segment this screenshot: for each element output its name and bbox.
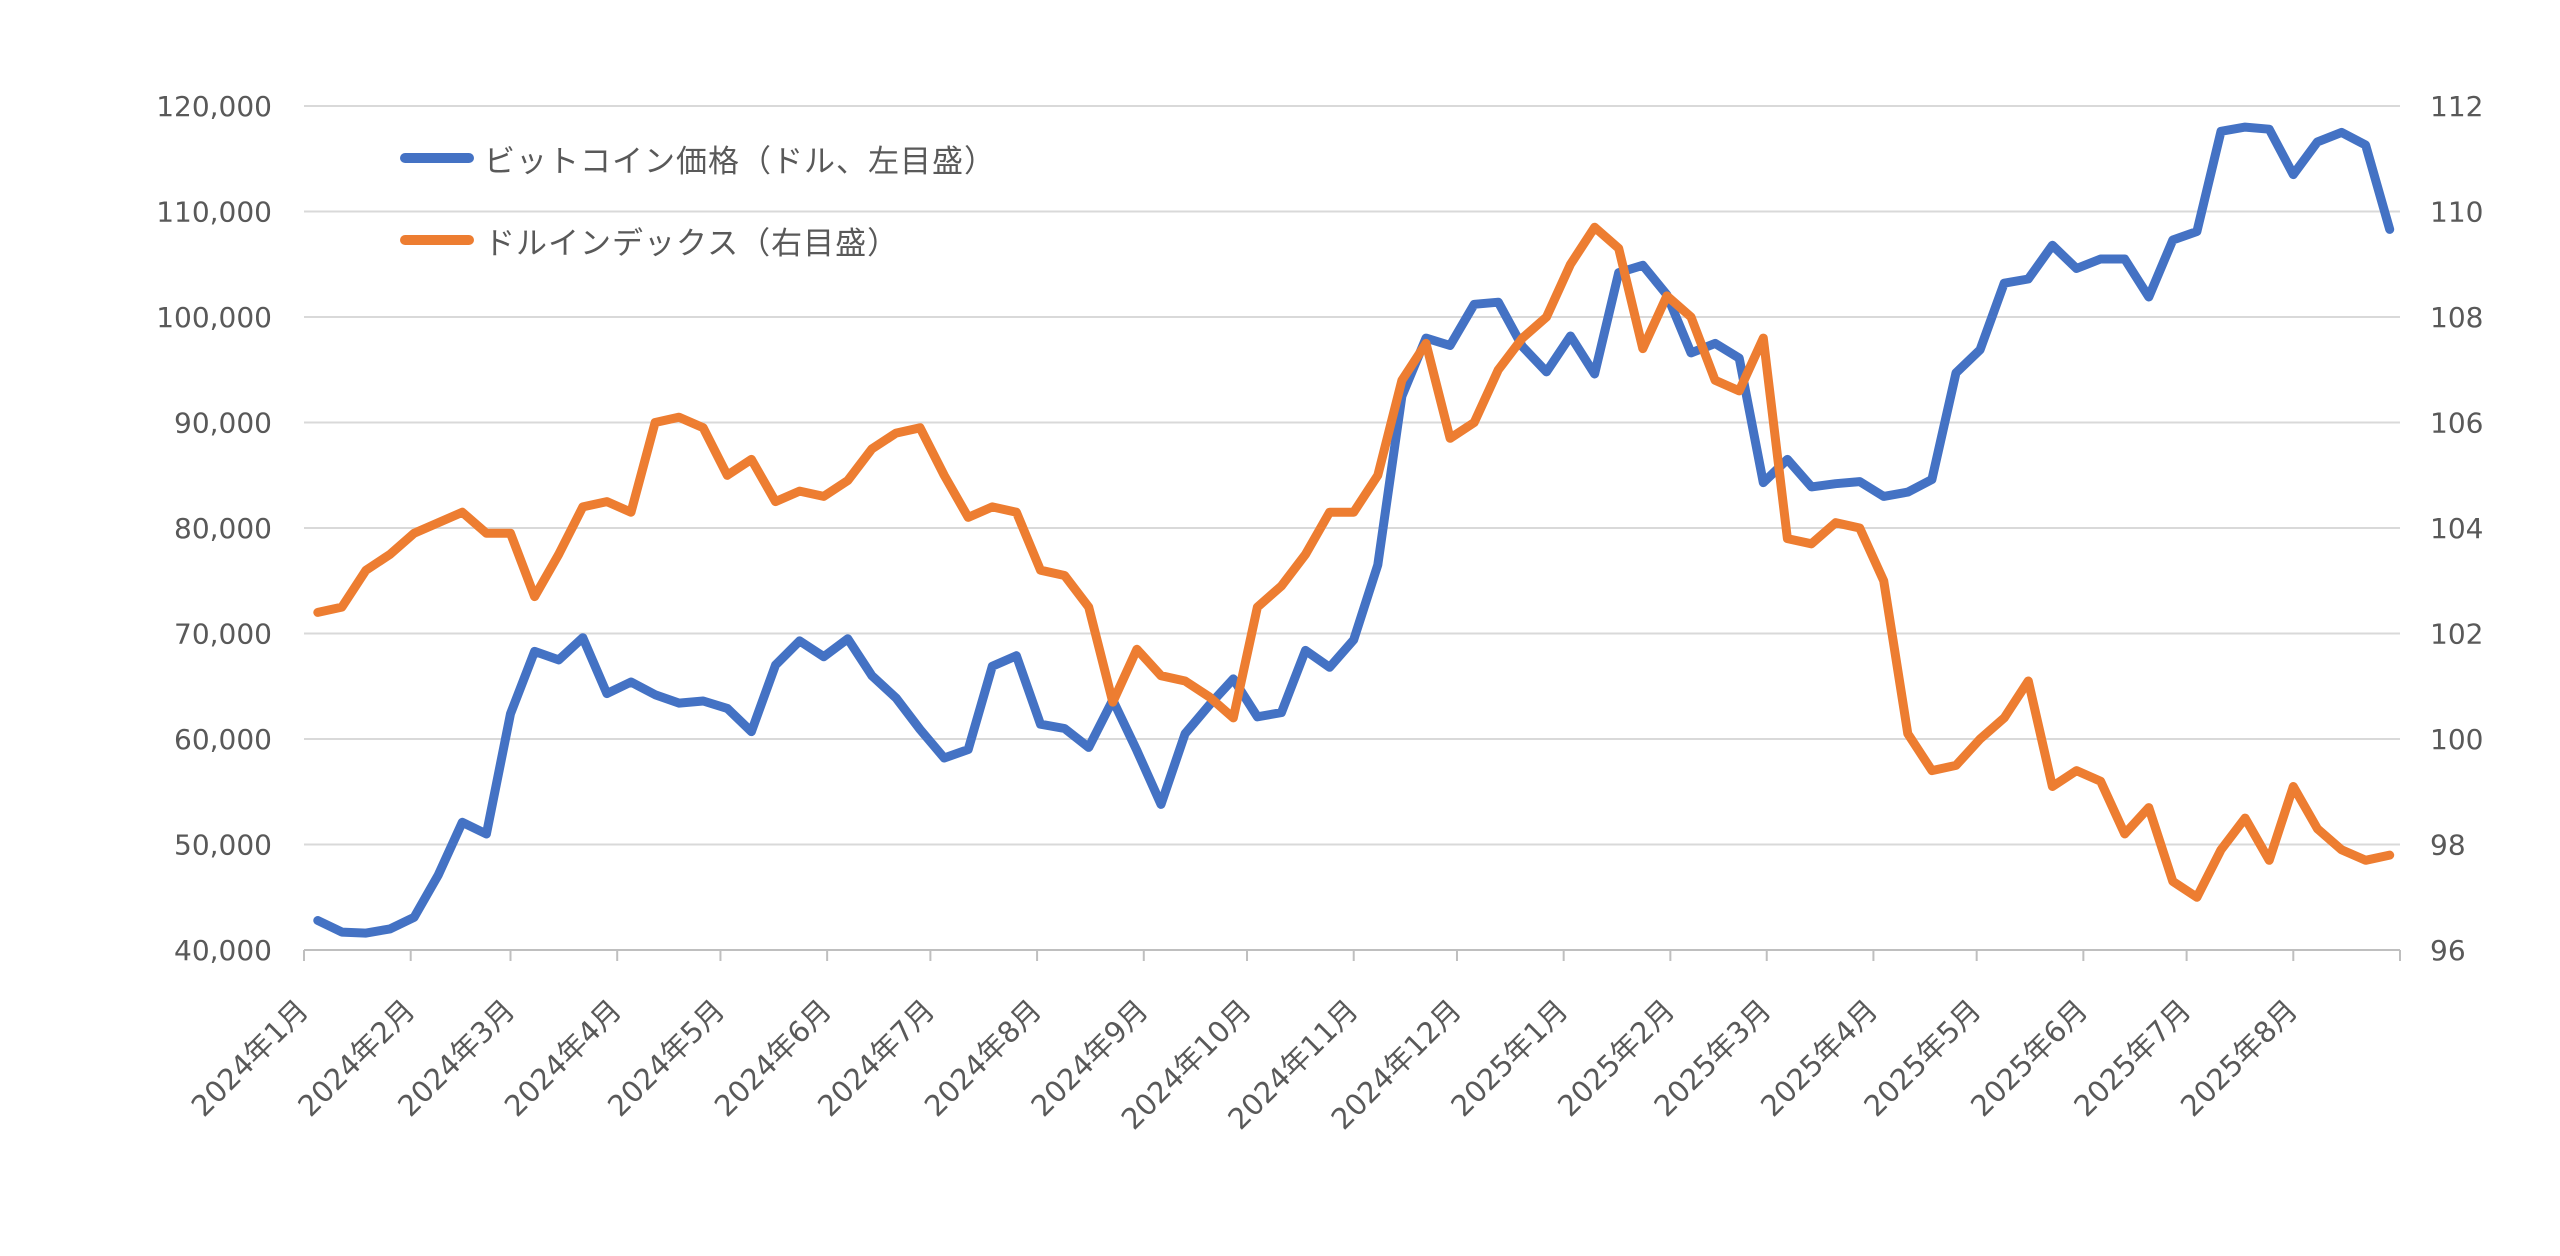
right-axis-tick-label: 110 [2430, 196, 2483, 229]
right-axis-tick-label: 100 [2430, 723, 2483, 756]
left-axis-tick-label: 110,000 [156, 196, 272, 229]
dollar-index-line [313, 222, 2395, 902]
dollar-index-line-swatch-icon [400, 235, 474, 245]
legend-item-dollar-index: ドルインデックス（右目盛） [400, 216, 996, 264]
right-axis-tick-label: 112 [2430, 90, 2483, 123]
right-axis-tick-label: 104 [2430, 512, 2483, 545]
left-axis-tick-label: 70,000 [174, 618, 272, 651]
left-axis-tick-label: 50,000 [174, 829, 272, 862]
right-axis-tick-label: 106 [2430, 407, 2483, 440]
x-axis-label: 2025年8月 [2174, 993, 2304, 1123]
left-axis-tick-label: 40,000 [174, 934, 272, 967]
legend-item-bitcoin: ビットコイン価格（ドル、左目盛） [400, 134, 996, 182]
legend-label-bitcoin: ビットコイン価格（ドル、左目盛） [484, 143, 996, 180]
left-axis-tick-label: 100,000 [156, 301, 272, 334]
left-axis-tick-label: 80,000 [174, 512, 272, 545]
left-axis-tick-label: 120,000 [156, 90, 272, 123]
right-axis-tick-label: 98 [2430, 829, 2466, 862]
right-axis-tick-label: 102 [2430, 618, 2483, 651]
bitcoin-price-line [313, 122, 2395, 938]
legend-label-dollar-index: ドルインデックス（右目盛） [484, 225, 900, 262]
left-axis-tick-label: 60,000 [174, 723, 272, 756]
bitcoin-line-swatch-icon [400, 153, 474, 163]
left-axis-tick-label: 90,000 [174, 407, 272, 440]
legend: ビットコイン価格（ドル、左目盛） ドルインデックス（右目盛） [400, 134, 996, 264]
right-axis-tick-label: 96 [2430, 934, 2466, 967]
right-axis-tick-label: 108 [2430, 301, 2483, 334]
